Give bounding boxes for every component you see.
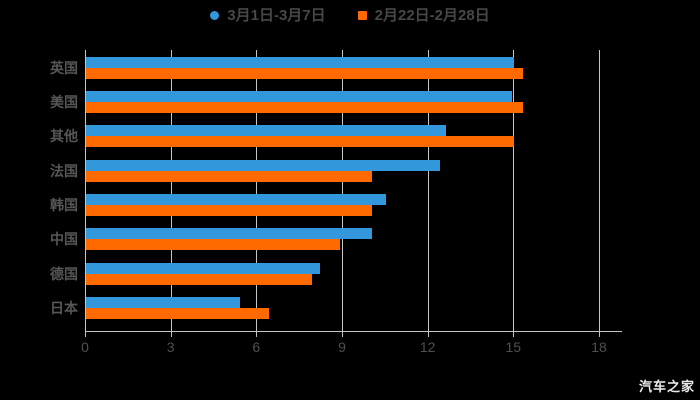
watermark: 汽车之家 — [638, 379, 695, 394]
bar[interactable] — [86, 67, 523, 79]
y-axis-category-label: 法国 — [50, 162, 78, 179]
x-axis-tick — [513, 332, 515, 337]
x-axis-line — [85, 331, 622, 332]
bar[interactable] — [86, 102, 523, 114]
gridline — [85, 50, 86, 331]
bar[interactable] — [86, 194, 386, 205]
x-axis-tick-label: 6 — [252, 339, 261, 355]
legend-marker-square-icon — [357, 10, 367, 20]
y-axis-category-label: 其他 — [50, 128, 78, 145]
gridline — [342, 50, 343, 331]
x-axis-tick-label: 15 — [505, 339, 522, 355]
x-axis-tick — [342, 332, 343, 337]
gridline — [513, 50, 515, 331]
gridline — [599, 50, 600, 331]
gridline — [256, 50, 258, 331]
bar[interactable] — [86, 91, 512, 103]
bar[interactable] — [86, 136, 515, 148]
bar[interactable] — [86, 125, 446, 137]
x-axis-tick — [170, 332, 172, 337]
bar[interactable] — [86, 228, 372, 240]
bar[interactable] — [86, 239, 341, 251]
y-axis-category-label: 美国 — [50, 94, 78, 111]
x-axis-tick — [599, 332, 600, 337]
x-axis-tick-label: 18 — [591, 339, 607, 355]
legend-item-week2[interactable]: 3月1日-3月7日 — [210, 6, 326, 24]
x-axis-tick-label: 3 — [166, 339, 175, 355]
legend: 3月1日-3月7日 2月22日-2月28日 — [0, 5, 700, 25]
bar[interactable] — [86, 296, 241, 308]
x-axis-tick-label: 0 — [81, 339, 89, 355]
y-axis-category-label: 韩国 — [50, 197, 78, 213]
y-axis-category-label: 德国 — [50, 265, 78, 282]
bar[interactable] — [86, 262, 321, 274]
bar[interactable] — [86, 170, 372, 182]
legend-item-week1[interactable]: 2月22日-2月28日 — [357, 6, 490, 24]
y-axis-category-label: 日本 — [50, 299, 78, 316]
x-axis-tick — [256, 332, 258, 337]
legend-marker-circle-icon — [210, 10, 220, 20]
y-axis-category-label: 中国 — [50, 231, 78, 248]
y-axis-category-label: 英国 — [50, 59, 78, 76]
bar[interactable] — [86, 159, 441, 171]
legend-label: 3月1日-3月7日 — [227, 6, 326, 24]
bar[interactable] — [86, 307, 269, 319]
x-axis-tick-label: 12 — [419, 339, 436, 355]
x-axis-tick — [427, 332, 429, 337]
bar[interactable] — [86, 205, 372, 216]
x-axis-tick-label: 9 — [338, 339, 346, 355]
bar[interactable] — [86, 273, 312, 285]
legend-label: 2月22日-2月28日 — [374, 6, 490, 24]
gridline — [427, 50, 429, 331]
x-axis-tick — [85, 332, 86, 337]
bar[interactable] — [86, 56, 515, 68]
gridline — [170, 50, 172, 331]
